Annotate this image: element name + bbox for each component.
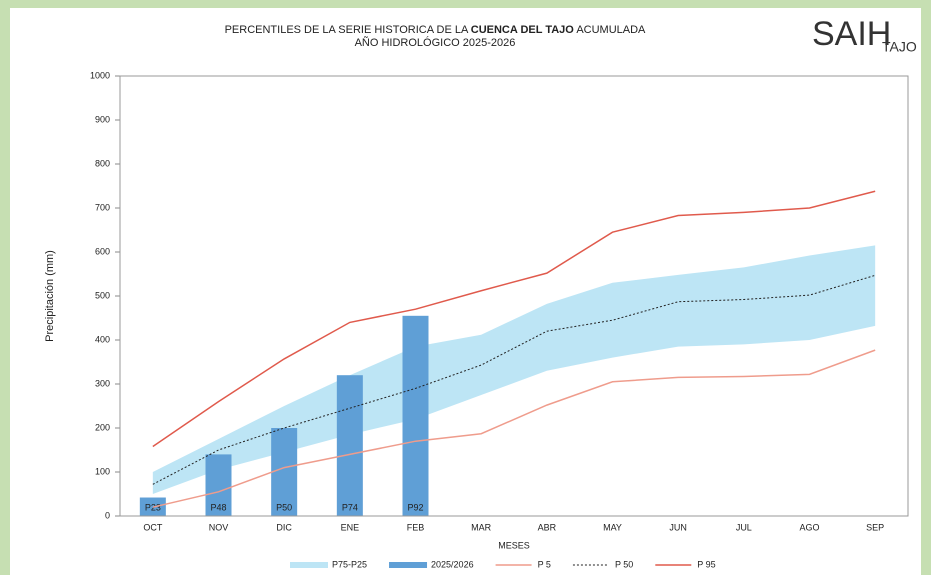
bar-label: P50: [276, 502, 292, 512]
y-tick-label: 0: [105, 510, 110, 520]
x-tick-label: MAY: [603, 522, 622, 532]
line: [152, 349, 876, 508]
bar-label: P74: [342, 502, 358, 512]
x-tick-label: DIC: [276, 522, 292, 532]
legend-label: P 95: [697, 559, 715, 569]
legend-label: P 50: [615, 559, 633, 569]
bar: [402, 315, 429, 516]
legend-label: P 5: [538, 559, 551, 569]
logo-main: SAIH: [812, 15, 891, 53]
x-tick-label: JUL: [736, 522, 752, 532]
title-part: ACUMULADA: [576, 24, 646, 36]
y-tick-label: 400: [95, 334, 110, 344]
line: [152, 190, 876, 448]
x-axis-label: MESES: [498, 540, 530, 550]
y-tick-label: 800: [95, 158, 110, 168]
legend-label: P75-P25: [332, 559, 367, 569]
x-tick-label: ABR: [538, 522, 557, 532]
band-area: [152, 245, 876, 494]
x-tick-label: OCT: [143, 522, 163, 532]
legend-swatch: [290, 562, 328, 568]
y-tick-label: 1000: [90, 70, 110, 80]
x-tick-label: ENE: [341, 522, 360, 532]
chart-title: PERCENTILES DE LA SERIE HISTORICA DE LA …: [225, 24, 646, 36]
bar-label: P48: [210, 502, 226, 512]
title-bold: CUENCA DEL TAJO: [471, 24, 575, 36]
x-tick-label: MAR: [471, 522, 492, 532]
title-part: PERCENTILES DE LA SERIE HISTORICA DE LA: [225, 24, 469, 36]
bar: [205, 454, 232, 516]
y-tick-label: 600: [95, 246, 110, 256]
y-tick-label: 200: [95, 422, 110, 432]
bar: [336, 375, 363, 516]
x-tick-label: NOV: [209, 522, 229, 532]
y-tick-label: 100: [95, 466, 110, 476]
x-tick-label: FEB: [407, 522, 425, 532]
bar-label: P92: [407, 502, 423, 512]
y-tick-label: 700: [95, 202, 110, 212]
y-axis-label: Precipitación (mm): [44, 250, 56, 342]
legend-label: 2025/2026: [431, 559, 474, 569]
chart-subtitle: AÑO HIDROLÓGICO 2025-2026: [355, 36, 516, 49]
x-tick-label: JUN: [669, 522, 687, 532]
y-tick-label: 300: [95, 378, 110, 388]
x-tick-label: SEP: [866, 522, 884, 532]
legend-swatch: [389, 562, 428, 568]
logo-sub: TAJO: [882, 39, 917, 55]
x-tick-label: AGO: [799, 522, 819, 532]
plot-border: [119, 75, 909, 517]
bar: [271, 428, 298, 516]
y-tick-label: 900: [95, 114, 110, 124]
bar-label: P23: [145, 502, 161, 512]
y-tick-label: 500: [95, 290, 110, 300]
